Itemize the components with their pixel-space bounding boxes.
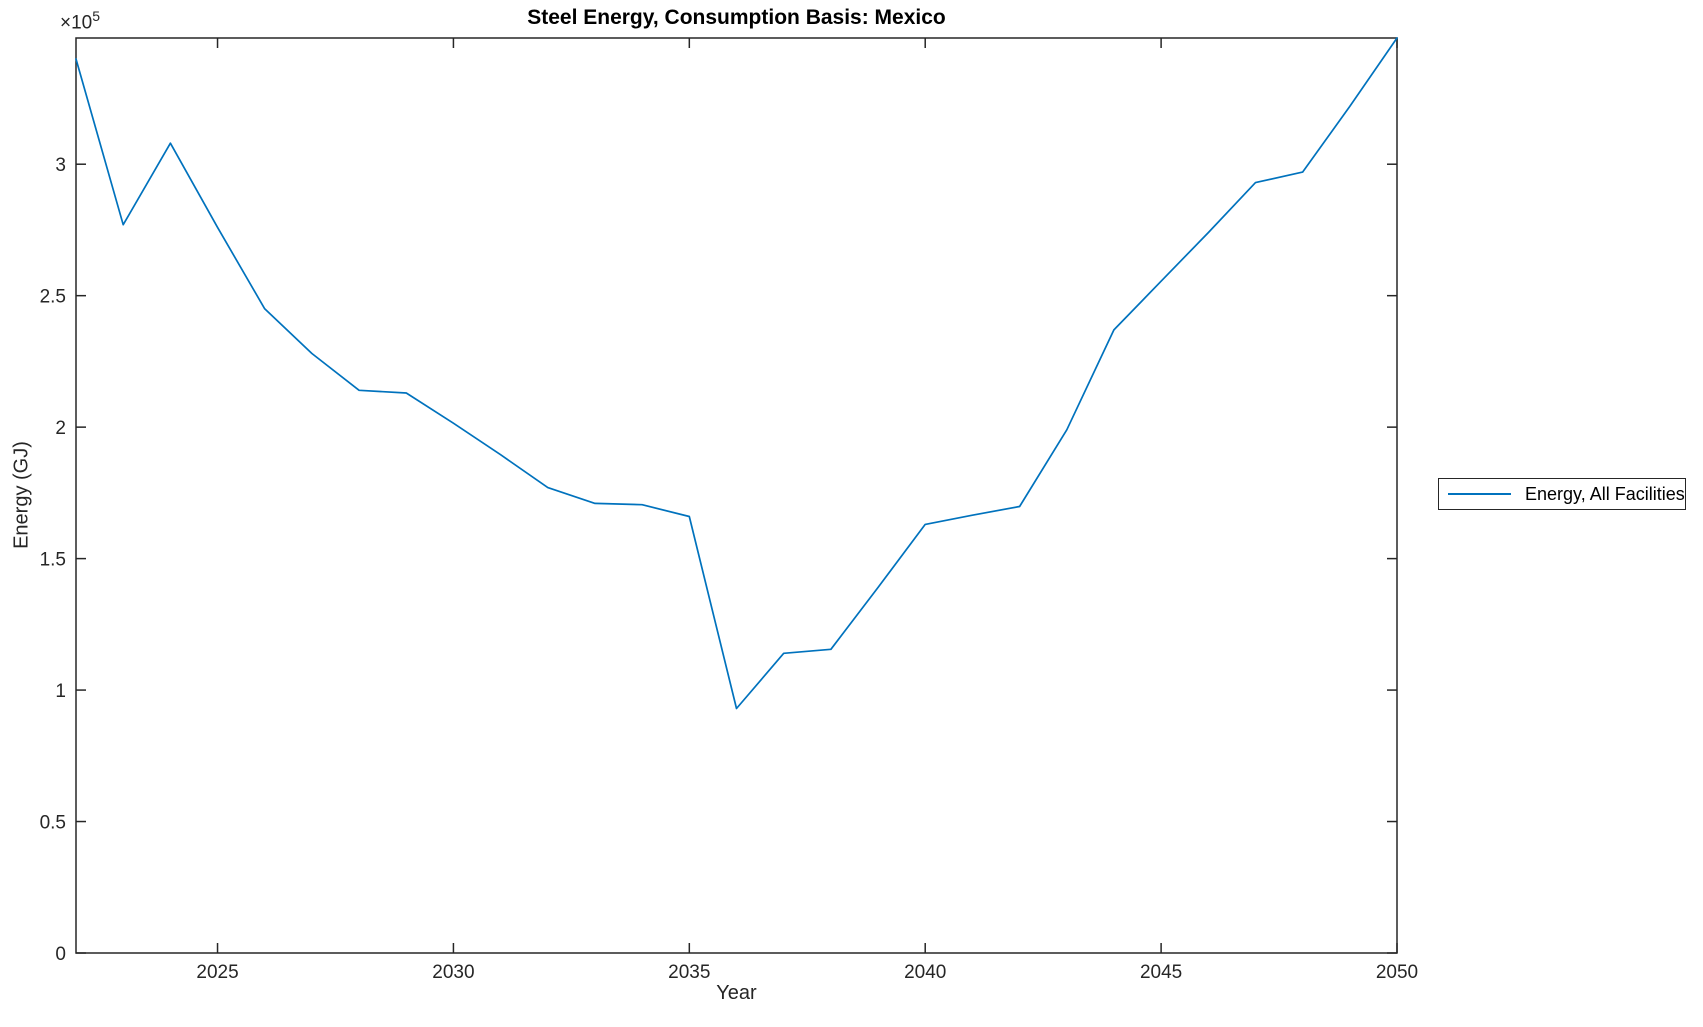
y-tick-label: 2 [55, 418, 66, 439]
x-tick-label: 2025 [196, 962, 238, 983]
legend-box: Energy, All Facilities [1438, 478, 1686, 510]
legend-line-sample [1448, 493, 1511, 495]
y-tick-label: 1.5 [40, 550, 66, 571]
x-tick-label: 2030 [432, 962, 474, 983]
y-tick-label: 2.5 [40, 287, 66, 308]
x-axis-label: Year [716, 982, 757, 1004]
y-tick-label: 1 [55, 681, 66, 702]
x-tick-label: 2045 [1140, 962, 1182, 983]
axes-box [75, 37, 1398, 954]
series-line [75, 37, 1398, 710]
y-axis-exponent-label: ×105 [60, 8, 101, 34]
legend-label: Energy, All Facilities [1525, 483, 1685, 504]
chart-title: Steel Energy, Consumption Basis: Mexico [527, 6, 946, 29]
y-tick-label: 0.5 [40, 813, 66, 834]
x-tick-label: 2050 [1376, 962, 1418, 983]
y-axis-label: Energy (GJ) [10, 441, 33, 549]
y-tick-label: 3 [55, 155, 66, 176]
x-tick-label: 2035 [668, 962, 710, 983]
x-tick-label: 2040 [904, 962, 946, 983]
y-tick-label: 0 [55, 944, 66, 965]
